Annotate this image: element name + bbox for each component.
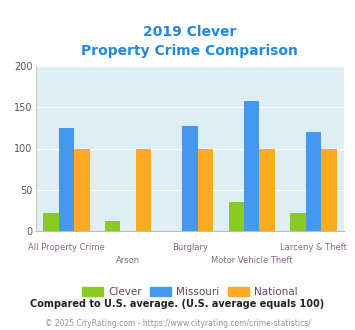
Bar bbox=[229, 202, 244, 231]
Bar bbox=[74, 148, 89, 231]
Bar bbox=[290, 213, 306, 231]
Text: Compared to U.S. average. (U.S. average equals 100): Compared to U.S. average. (U.S. average … bbox=[31, 299, 324, 309]
Bar bbox=[244, 101, 260, 231]
Legend: Clever, Missouri, National: Clever, Missouri, National bbox=[78, 282, 302, 301]
Text: All Property Crime: All Property Crime bbox=[28, 243, 105, 251]
Bar bbox=[198, 148, 213, 231]
Bar bbox=[43, 213, 59, 231]
Text: Burglary: Burglary bbox=[172, 243, 208, 251]
Text: © 2025 CityRating.com - https://www.cityrating.com/crime-statistics/: © 2025 CityRating.com - https://www.city… bbox=[45, 319, 310, 328]
Bar bbox=[105, 221, 120, 231]
Text: Motor Vehicle Theft: Motor Vehicle Theft bbox=[211, 256, 293, 265]
Bar bbox=[59, 128, 74, 231]
Bar bbox=[182, 126, 198, 231]
Title: 2019 Clever
Property Crime Comparison: 2019 Clever Property Crime Comparison bbox=[82, 25, 298, 58]
Text: Larceny & Theft: Larceny & Theft bbox=[280, 243, 347, 251]
Text: Arson: Arson bbox=[116, 256, 140, 265]
Bar bbox=[260, 148, 275, 231]
Bar bbox=[136, 148, 151, 231]
Bar bbox=[306, 132, 321, 231]
Bar bbox=[321, 148, 337, 231]
